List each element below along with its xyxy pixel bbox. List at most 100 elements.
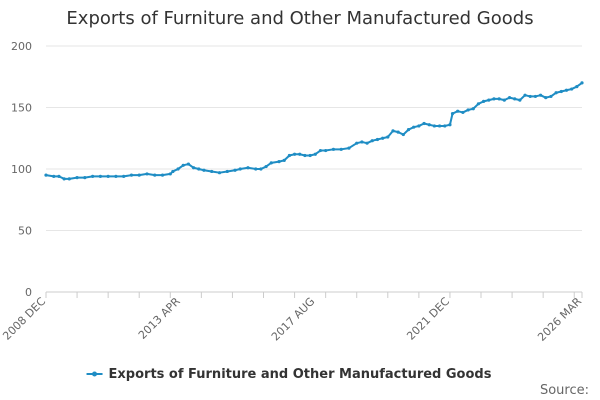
data-point[interactable]: [347, 146, 351, 150]
data-point[interactable]: [233, 168, 237, 172]
legend-label[interactable]: Exports of Furniture and Other Manufactu…: [109, 367, 492, 382]
data-point[interactable]: [238, 167, 242, 171]
data-point[interactable]: [181, 163, 185, 167]
data-point[interactable]: [246, 166, 250, 170]
data-point[interactable]: [331, 147, 336, 151]
data-point[interactable]: [482, 99, 486, 103]
data-point[interactable]: [106, 174, 110, 178]
data-point[interactable]: [396, 130, 400, 134]
data-point[interactable]: [538, 93, 543, 97]
data-point[interactable]: [339, 147, 343, 151]
data-point[interactable]: [450, 112, 455, 116]
data-point[interactable]: [282, 158, 286, 162]
grid-lines: [46, 45, 582, 231]
data-point[interactable]: [412, 125, 416, 129]
data-point[interactable]: [507, 96, 512, 100]
data-point[interactable]: [145, 172, 149, 176]
data-point[interactable]: [417, 124, 421, 128]
data-point[interactable]: [254, 167, 258, 171]
data-point[interactable]: [575, 84, 579, 89]
data-point[interactable]: [370, 139, 374, 143]
data-point[interactable]: [381, 136, 385, 140]
data-point[interactable]: [375, 137, 380, 142]
data-point[interactable]: [298, 152, 302, 156]
data-point[interactable]: [549, 94, 553, 99]
data-point[interactable]: [437, 124, 442, 128]
data-point[interactable]: [360, 140, 364, 144]
data-point[interactable]: [91, 174, 95, 178]
data-point[interactable]: [461, 110, 465, 115]
series-layer: [44, 81, 584, 181]
data-point[interactable]: [292, 152, 297, 156]
data-point[interactable]: [129, 173, 134, 177]
data-point[interactable]: [259, 167, 263, 171]
data-point[interactable]: [153, 173, 157, 177]
data-point[interactable]: [570, 87, 574, 91]
data-point[interactable]: [160, 173, 165, 177]
data-point[interactable]: [98, 174, 102, 178]
data-point[interactable]: [456, 109, 460, 113]
data-point[interactable]: [122, 174, 126, 178]
data-point[interactable]: [564, 88, 569, 92]
data-point[interactable]: [171, 169, 175, 174]
x-tick-label: 2026 MAR: [535, 295, 584, 344]
data-point[interactable]: [559, 89, 563, 94]
data-point[interactable]: [487, 98, 491, 102]
data-point[interactable]: [176, 167, 180, 171]
data-point[interactable]: [422, 121, 426, 126]
data-point[interactable]: [365, 141, 369, 145]
data-point[interactable]: [492, 97, 496, 101]
data-point[interactable]: [401, 132, 405, 137]
legend[interactable]: Exports of Furniture and Other Manufactu…: [86, 367, 492, 382]
data-point[interactable]: [580, 81, 584, 85]
data-point[interactable]: [554, 91, 558, 95]
data-point[interactable]: [217, 171, 222, 175]
data-point[interactable]: [186, 162, 191, 166]
data-point[interactable]: [57, 174, 61, 178]
data-point[interactable]: [518, 98, 522, 102]
data-point[interactable]: [67, 177, 71, 181]
data-point[interactable]: [497, 97, 501, 101]
data-point[interactable]: [528, 94, 532, 99]
data-point[interactable]: [324, 148, 328, 153]
data-point[interactable]: [466, 108, 470, 112]
data-point[interactable]: [114, 174, 118, 178]
data-point[interactable]: [75, 176, 79, 180]
data-point[interactable]: [432, 124, 437, 128]
data-point[interactable]: [476, 102, 481, 106]
data-point[interactable]: [277, 160, 281, 164]
data-point[interactable]: [427, 123, 431, 127]
data-point[interactable]: [197, 167, 201, 171]
data-point[interactable]: [391, 129, 395, 133]
data-point[interactable]: [544, 96, 548, 100]
data-point[interactable]: [168, 172, 172, 176]
data-point[interactable]: [44, 173, 48, 177]
data-point[interactable]: [210, 169, 214, 174]
data-point[interactable]: [137, 173, 141, 177]
data-point[interactable]: [502, 98, 506, 102]
data-point[interactable]: [318, 148, 323, 153]
data-point[interactable]: [471, 107, 475, 111]
data-point[interactable]: [303, 153, 307, 158]
chart-title: Exports of Furniture and Other Manufactu…: [66, 8, 533, 29]
data-point[interactable]: [443, 124, 447, 128]
data-point[interactable]: [191, 166, 196, 170]
x-axis: [45, 291, 583, 298]
data-point[interactable]: [448, 123, 452, 127]
data-point[interactable]: [406, 128, 411, 132]
data-point[interactable]: [355, 141, 359, 145]
data-point[interactable]: [62, 177, 66, 181]
data-point[interactable]: [83, 176, 87, 180]
data-point[interactable]: [287, 153, 291, 158]
data-point[interactable]: [308, 153, 312, 158]
data-point[interactable]: [523, 93, 527, 97]
data-point[interactable]: [269, 161, 273, 165]
data-point[interactable]: [225, 169, 229, 174]
data-point[interactable]: [513, 97, 517, 101]
data-point[interactable]: [313, 152, 317, 156]
data-point[interactable]: [264, 164, 268, 169]
data-point[interactable]: [52, 174, 56, 178]
data-point[interactable]: [202, 168, 206, 172]
data-point[interactable]: [386, 135, 390, 139]
data-point[interactable]: [533, 94, 537, 99]
